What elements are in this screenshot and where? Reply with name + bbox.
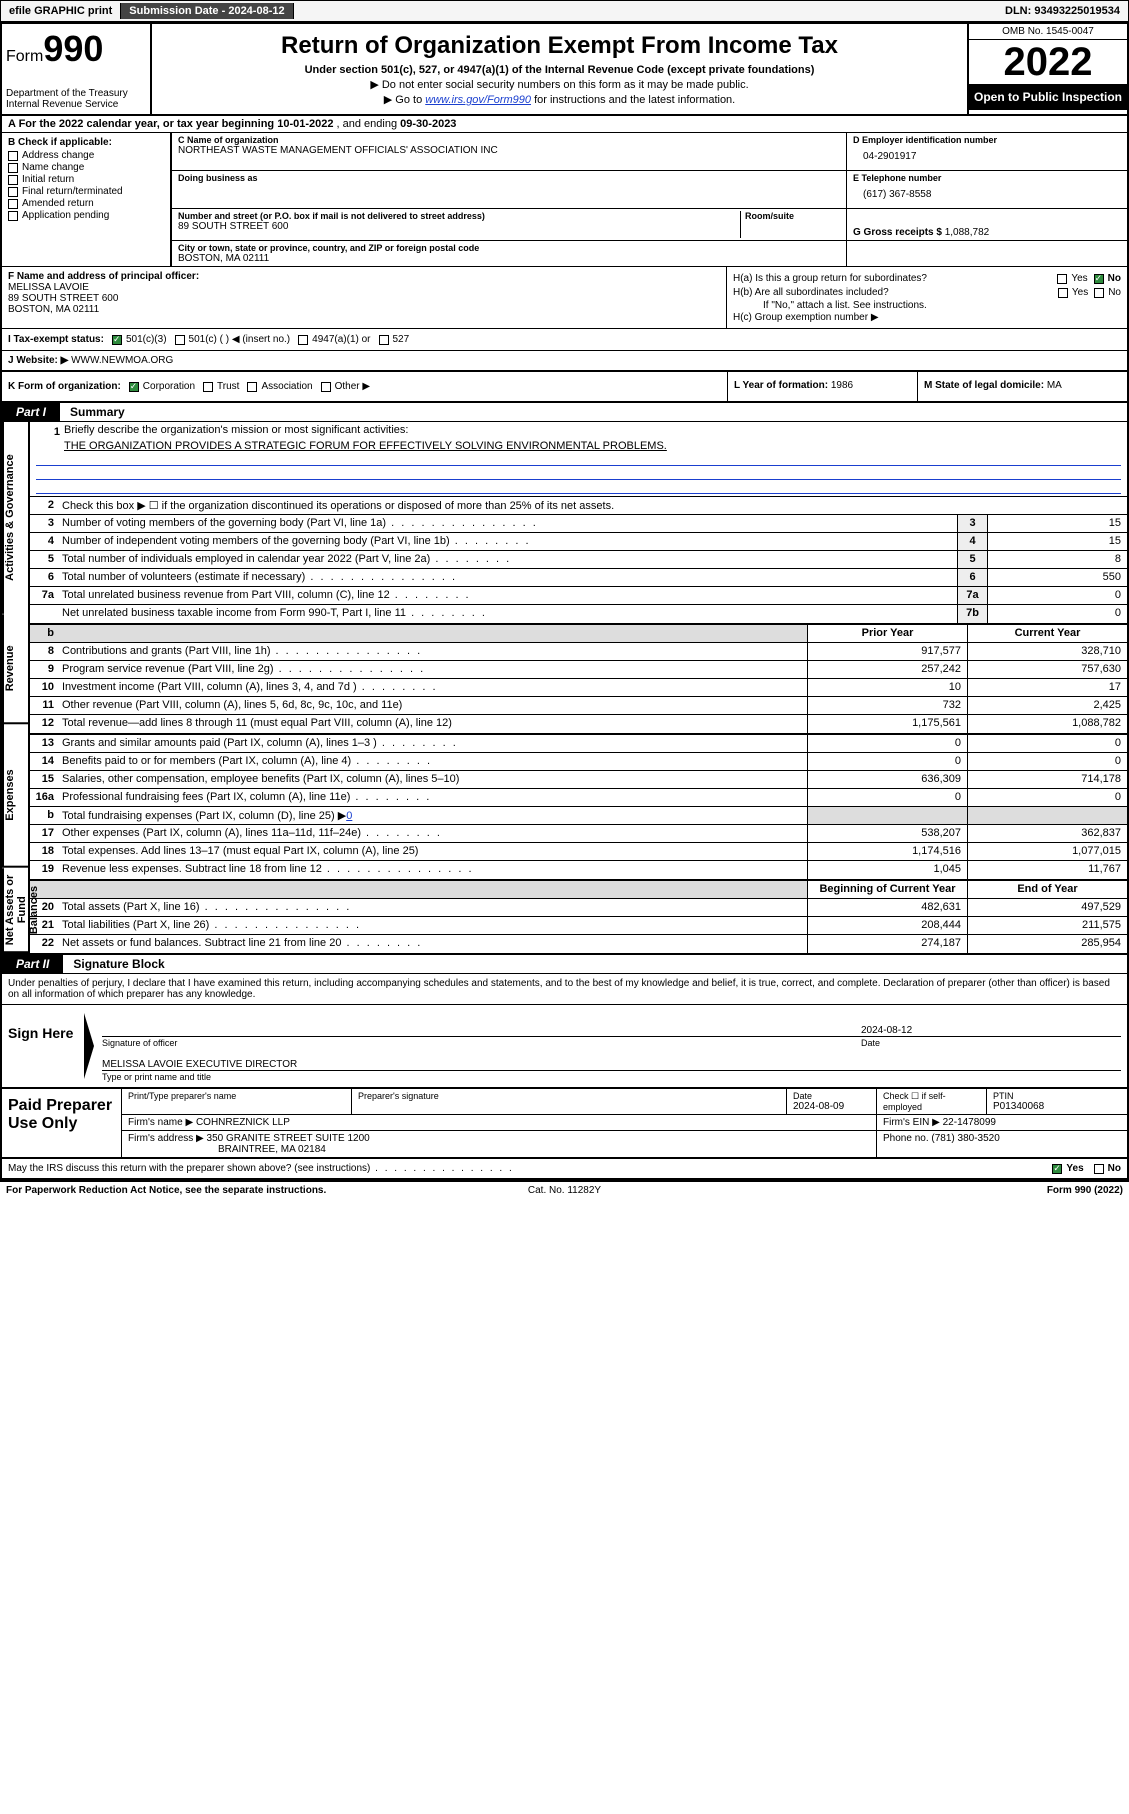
chk-app-pending[interactable]: Application pending [8,210,164,221]
line-1-mission: 1Briefly describe the organization's mis… [30,422,1127,496]
year-formation: L Year of formation: 1986 [727,372,917,401]
chk-initial-return[interactable]: Initial return [8,174,164,185]
section-expenses: 13Grants and similar amounts paid (Part … [30,735,1127,881]
submission-date: Submission Date - 2024-08-12 [121,3,293,19]
room-cell: Room/suite [740,211,840,238]
efile-label[interactable]: efile GRAPHIC print [1,3,121,19]
open-inspection: Open to Public Inspection [969,84,1127,110]
dln: DLN: 93493225019534 [997,3,1128,19]
sign-here-block: Sign Here 2024-08-12 Signature of office… [2,1005,1127,1089]
top-bar: efile GRAPHIC print Submission Date - 20… [0,0,1129,22]
gross-receipts-cell: G Gross receipts $ 1,088,782 [847,209,1127,240]
vtab-expenses: Expenses [2,724,30,868]
form-title: Return of Organization Exempt From Incom… [160,32,959,60]
chk-amended[interactable]: Amended return [8,198,164,209]
section-governance: 1Briefly describe the organization's mis… [30,422,1127,625]
paid-preparer-block: Paid Preparer Use Only Print/Type prepar… [2,1089,1127,1159]
col-B-checkboxes: B Check if applicable: Address change Na… [2,133,172,266]
city-cell: City or town, state or province, country… [172,241,847,266]
form-id-box: Form990 Department of the Treasury Inter… [2,24,152,114]
form-990: Form990 Department of the Treasury Inter… [0,22,1129,1182]
chk-final-return[interactable]: Final return/terminated [8,186,164,197]
perjury-statement: Under penalties of perjury, I declare th… [2,974,1127,1005]
street-cell: Number and street (or P.O. box if mail i… [178,211,740,238]
part-1-header: Part I Summary [2,403,1127,422]
sign-arrow-icon [82,1005,96,1087]
principal-officer: F Name and address of principal officer:… [2,267,727,328]
state-domicile: M State of legal domicile: MA [917,372,1127,401]
ein-cell: D Employer identification number 04-2901… [847,133,1127,170]
dept-treasury: Department of the Treasury Internal Reve… [6,88,146,110]
footer: For Paperwork Reduction Act Notice, see … [0,1182,1129,1199]
tax-year: 2022 [969,40,1127,84]
chk-address-change[interactable]: Address change [8,150,164,161]
form-title-box: Return of Organization Exempt From Incom… [152,24,967,114]
year-box: OMB No. 1545-0047 2022 Open to Public In… [967,24,1127,114]
vtab-net-assets: Net Assets or Fund Balances [2,868,30,953]
chk-name-change[interactable]: Name change [8,162,164,173]
vtab-revenue: Revenue [2,614,30,724]
vtab-governance: Activities & Governance [2,422,30,614]
omb-number: OMB No. 1545-0047 [969,24,1127,40]
org-name-cell: C Name of organization NORTHEAST WASTE M… [172,133,847,170]
website-row: J Website: ▶ WWW.NEWMOA.ORG [2,351,1127,372]
section-revenue: bPrior YearCurrent Year 8Contributions a… [30,625,1127,735]
tax-exempt-status: I Tax-exempt status: 501(c)(3) 501(c) ( … [2,329,727,350]
dba-cell: Doing business as [172,171,847,208]
irs-link[interactable]: www.irs.gov/Form990 [425,94,531,106]
group-return: H(a) Is this a group return for subordin… [727,267,1127,328]
phone-cell: E Telephone number (617) 367-8558 [847,171,1127,208]
form-of-org: K Form of organization: Corporation Trus… [2,372,727,401]
section-net-assets: Beginning of Current YearEnd of Year 20T… [30,881,1127,953]
part-2-header: Part II Signature Block [2,955,1127,974]
irs-discuss-row: May the IRS discuss this return with the… [2,1159,1127,1180]
row-A-tax-year: A For the 2022 calendar year, or tax yea… [2,116,1127,133]
